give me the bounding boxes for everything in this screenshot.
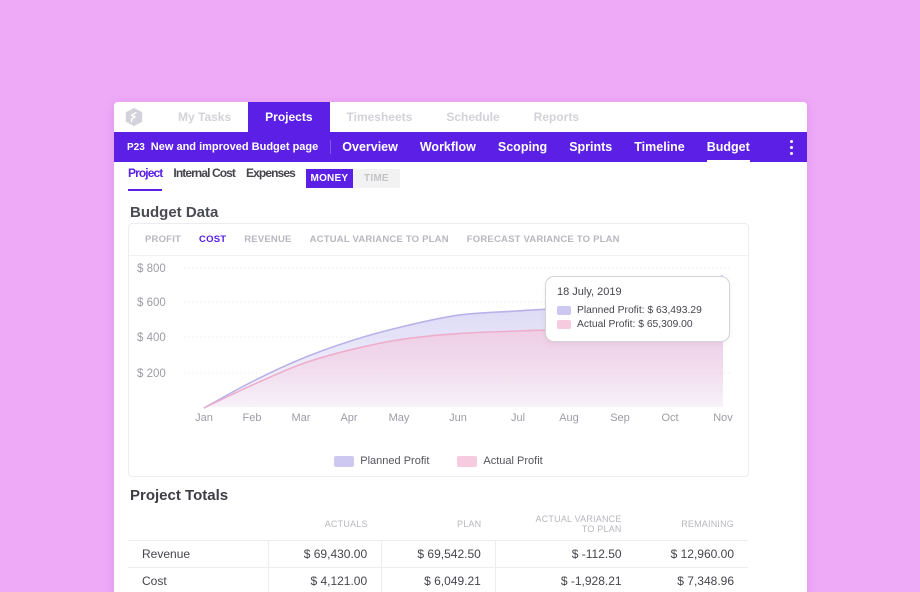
svg-text:Nov: Nov [713,412,733,424]
svg-text:Feb: Feb [243,412,262,424]
svg-text:Apr: Apr [340,412,357,424]
svg-text:Oct: Oct [661,412,678,424]
svg-text:$ 200: $ 200 [137,368,166,380]
svg-text:Sep: Sep [610,412,630,424]
svg-text:$ 800: $ 800 [137,263,166,275]
svg-text:Jun: Jun [449,412,467,424]
svg-text:$ 600: $ 600 [137,297,166,309]
svg-text:Mar: Mar [292,412,311,424]
svg-text:$ 400: $ 400 [137,332,166,344]
svg-text:Jan: Jan [195,412,213,424]
svg-text:Aug: Aug [559,412,579,424]
svg-text:Jul: Jul [511,412,525,424]
svg-text:May: May [389,412,410,424]
